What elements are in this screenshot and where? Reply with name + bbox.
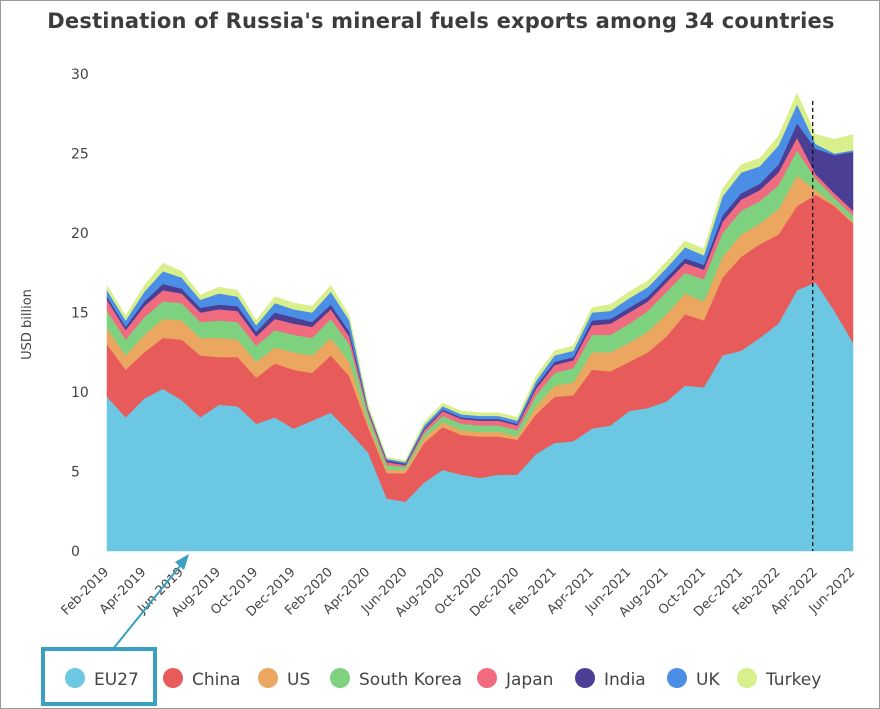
area-series-turkey	[106, 92, 854, 463]
y-tick-label: 10	[71, 385, 89, 401]
legend-label-china: China	[192, 670, 241, 690]
y-tick-label: 30	[71, 67, 89, 83]
legend-swatch-china	[163, 668, 183, 688]
legend-label-india: India	[604, 670, 646, 690]
legend-swatch-japan	[477, 668, 497, 688]
legend-label-eu27: EU27	[94, 670, 139, 690]
legend-swatch-turkey	[737, 668, 757, 688]
y-tick-label: 0	[71, 544, 80, 560]
legend-label-japan: Japan	[505, 670, 553, 690]
legend-swatch-uk	[667, 668, 687, 688]
y-tick-label: 5	[71, 465, 80, 481]
legend-swatch-south-korea	[330, 668, 350, 688]
legend-label-turkey: Turkey	[765, 670, 821, 690]
highlight-arrow-head	[175, 554, 189, 570]
legend-label-south-korea: South Korea	[359, 670, 462, 690]
y-axis-label: USD billion	[20, 289, 35, 360]
highlight-arrow-line	[112, 560, 185, 650]
legend-label-us: US	[287, 670, 310, 690]
legend-swatch-india	[575, 668, 595, 688]
legend-swatch-eu27	[65, 668, 85, 688]
legend-swatch-us	[258, 668, 278, 688]
y-tick-label: 25	[71, 147, 89, 163]
legend-label-uk: UK	[696, 670, 720, 690]
y-tick-label: 15	[71, 306, 89, 322]
legend-highlight-box	[41, 647, 157, 706]
chart-title: Destination of Russia's mineral fuels ex…	[47, 9, 835, 33]
y-tick-label: 20	[71, 226, 89, 242]
